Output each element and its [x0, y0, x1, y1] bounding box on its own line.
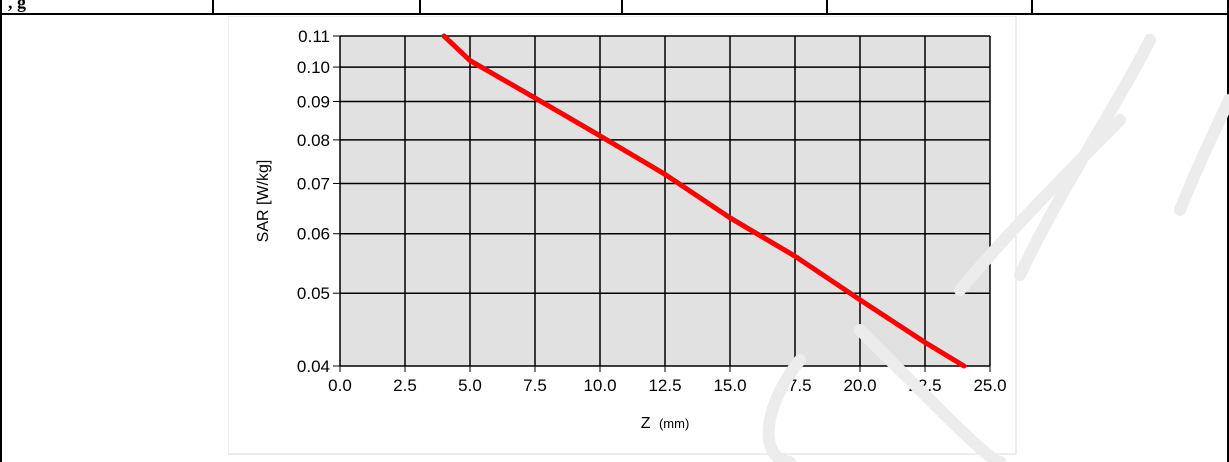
sar-chart: 0.0 2.5 5.0 7.5 10.0 12.5 15.0 17.5 20.0 22.5 25.0…	[228, 16, 1017, 455]
page-border-right	[1227, 0, 1229, 462]
x-tick-label: 20.0	[843, 376, 876, 395]
x-tick-label: 10.0	[583, 376, 616, 395]
table-divider	[1031, 0, 1033, 15]
y-tick-label: 0.07	[297, 174, 330, 193]
y-tick-label: 0.09	[297, 92, 330, 111]
x-axis-title-unit: (mm)	[659, 416, 689, 431]
x-tick-label: 25.0	[973, 376, 1006, 395]
watermark-stroke	[1174, 94, 1229, 216]
table-row-fragment: , g	[0, 0, 1229, 15]
table-divider	[621, 0, 623, 15]
table-divider	[826, 0, 828, 15]
x-tick-label: 2.5	[393, 376, 417, 395]
x-tick-label: 5.0	[458, 376, 482, 395]
table-cell-text: , g	[8, 0, 26, 12]
x-tick-label: 22.5	[908, 376, 941, 395]
table-divider	[212, 0, 214, 15]
y-tick-label: 0.11	[298, 27, 330, 46]
x-tick-label: 15.0	[713, 376, 746, 395]
y-tick-label: 0.06	[297, 225, 330, 244]
y-tick-label: 0.10	[297, 58, 330, 77]
y-axis-title: SAR [W/kg]	[255, 160, 272, 243]
x-tick-label: 7.5	[523, 376, 547, 395]
plot-area: 0.0 2.5 5.0 7.5 10.0 12.5 15.0 17.5 20.0 22.5 25.0…	[297, 27, 1007, 395]
y-tick-label: 0.04	[297, 357, 330, 376]
x-tick-label: 0.0	[328, 376, 352, 395]
x-tick-label: 12.5	[648, 376, 681, 395]
y-tick-label: 0.08	[297, 131, 330, 150]
watermark-stroke	[1014, 34, 1156, 281]
page-border-left	[0, 0, 2, 462]
x-axis-title-main: Z	[641, 415, 651, 432]
series-line	[441, 33, 967, 369]
table-divider	[419, 0, 421, 15]
y-tick-label: 0.05	[297, 284, 330, 303]
x-tick-label: 17.5	[778, 376, 811, 395]
x-axis-title: Z (mm)	[641, 415, 690, 432]
